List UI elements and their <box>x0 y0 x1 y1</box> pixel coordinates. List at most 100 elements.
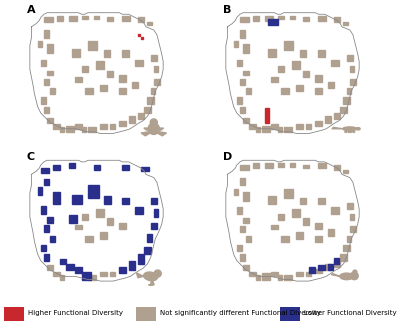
Polygon shape <box>278 275 282 279</box>
Polygon shape <box>129 261 135 270</box>
Polygon shape <box>47 44 53 53</box>
Polygon shape <box>82 66 88 72</box>
Polygon shape <box>334 113 340 119</box>
Polygon shape <box>315 75 322 82</box>
Polygon shape <box>154 128 164 130</box>
Polygon shape <box>141 131 154 136</box>
Polygon shape <box>300 198 306 204</box>
Polygon shape <box>271 77 278 82</box>
Polygon shape <box>237 97 242 104</box>
Polygon shape <box>69 215 77 223</box>
Polygon shape <box>82 127 86 132</box>
Polygon shape <box>44 30 49 38</box>
Polygon shape <box>332 127 343 129</box>
Polygon shape <box>144 247 151 255</box>
Polygon shape <box>303 165 309 168</box>
Polygon shape <box>88 185 99 198</box>
Polygon shape <box>60 275 64 279</box>
FancyBboxPatch shape <box>136 307 156 321</box>
Polygon shape <box>110 272 114 277</box>
Polygon shape <box>60 127 64 132</box>
Polygon shape <box>44 107 49 113</box>
Polygon shape <box>350 66 354 72</box>
Polygon shape <box>85 236 92 242</box>
Polygon shape <box>151 55 157 61</box>
Polygon shape <box>348 129 350 133</box>
Polygon shape <box>240 255 245 261</box>
Polygon shape <box>334 261 340 267</box>
Polygon shape <box>148 22 152 25</box>
Polygon shape <box>347 88 351 94</box>
Polygon shape <box>138 17 144 22</box>
Polygon shape <box>318 50 325 57</box>
Polygon shape <box>318 265 325 270</box>
Polygon shape <box>246 88 251 94</box>
Polygon shape <box>85 88 92 94</box>
Polygon shape <box>265 16 273 21</box>
Polygon shape <box>107 17 113 21</box>
Polygon shape <box>110 124 114 129</box>
Polygon shape <box>122 198 129 204</box>
Polygon shape <box>268 19 278 25</box>
Polygon shape <box>53 192 60 204</box>
Polygon shape <box>328 82 334 88</box>
Polygon shape <box>82 272 91 279</box>
Polygon shape <box>344 22 348 25</box>
Circle shape <box>150 119 157 126</box>
Polygon shape <box>53 165 60 170</box>
Polygon shape <box>122 50 129 57</box>
Polygon shape <box>234 189 238 195</box>
Polygon shape <box>122 16 130 21</box>
Polygon shape <box>154 66 158 72</box>
Text: D: D <box>223 152 232 162</box>
Polygon shape <box>100 85 107 91</box>
Circle shape <box>353 270 357 274</box>
Polygon shape <box>240 79 245 85</box>
Polygon shape <box>119 75 126 82</box>
Polygon shape <box>151 223 157 229</box>
Polygon shape <box>226 160 359 281</box>
Polygon shape <box>138 113 144 119</box>
Polygon shape <box>268 196 276 204</box>
Polygon shape <box>44 255 49 261</box>
Polygon shape <box>44 79 49 85</box>
Polygon shape <box>265 163 273 168</box>
Polygon shape <box>334 257 339 264</box>
Polygon shape <box>119 267 126 273</box>
Polygon shape <box>331 60 339 66</box>
Polygon shape <box>38 41 42 47</box>
Polygon shape <box>284 189 293 198</box>
Polygon shape <box>325 264 331 270</box>
Polygon shape <box>240 177 245 185</box>
Polygon shape <box>296 233 303 239</box>
Polygon shape <box>303 17 309 21</box>
Polygon shape <box>88 275 96 279</box>
Polygon shape <box>100 272 107 277</box>
Polygon shape <box>30 160 163 281</box>
Polygon shape <box>50 236 55 242</box>
Polygon shape <box>138 255 144 264</box>
Circle shape <box>148 123 160 134</box>
Polygon shape <box>315 223 322 229</box>
Polygon shape <box>249 124 256 129</box>
Polygon shape <box>344 97 350 104</box>
Polygon shape <box>246 236 251 242</box>
Polygon shape <box>44 179 49 185</box>
Polygon shape <box>135 60 143 66</box>
Polygon shape <box>347 203 353 209</box>
Polygon shape <box>100 233 107 239</box>
Polygon shape <box>88 41 97 50</box>
Polygon shape <box>122 165 129 170</box>
Text: Not significantly different Functional Diversity: Not significantly different Functional D… <box>160 310 321 316</box>
Polygon shape <box>300 50 306 57</box>
Polygon shape <box>340 107 347 113</box>
Circle shape <box>154 270 161 277</box>
Polygon shape <box>262 273 270 279</box>
Polygon shape <box>256 127 260 132</box>
Polygon shape <box>240 107 245 113</box>
Polygon shape <box>350 226 356 233</box>
Polygon shape <box>265 108 269 122</box>
Polygon shape <box>344 129 348 133</box>
Polygon shape <box>88 127 96 132</box>
Polygon shape <box>296 124 303 129</box>
